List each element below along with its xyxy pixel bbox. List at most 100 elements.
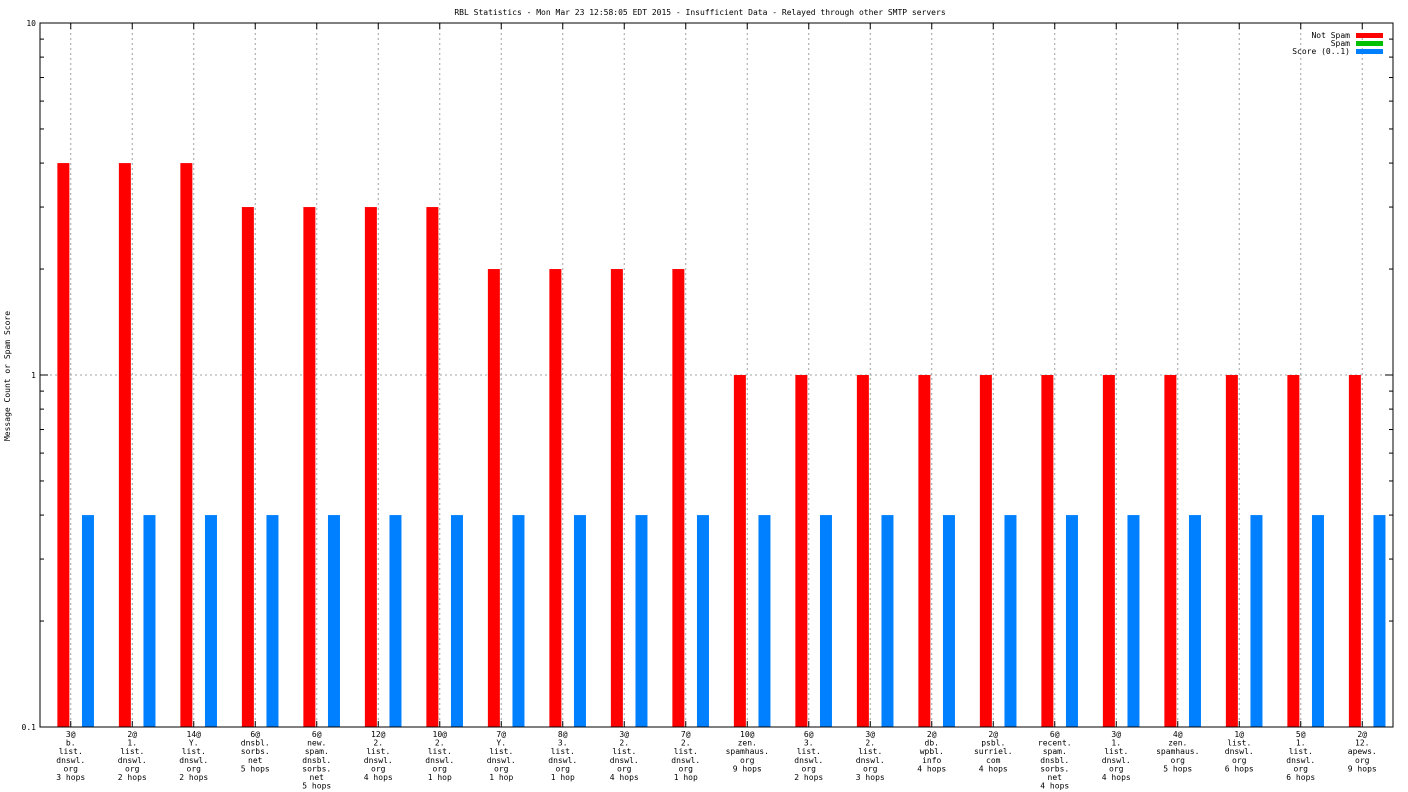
x-tick-label: 2@ 12. apews. org 9 hops [1348,730,1377,773]
x-tick-label: 8@ 3. list. dnswl. org 1 hop [548,730,577,782]
bar-not-spam-1 [118,163,131,727]
y-tick-label: 0.1 [22,723,37,732]
x-tick-label-line: list. [120,747,144,756]
x-tick-label: 3@ b. list. dnswl. org 3 hops [56,730,85,782]
bar-not-spam-4 [303,207,316,727]
x-tick-label-line: spamhaus. [1156,747,1199,756]
x-tick-label-line: 10@ [433,730,448,739]
x-tick-label-line: org [1232,756,1247,765]
bar-not-spam-15 [979,375,992,727]
x-tick-label-line: sorbs. [1040,764,1069,773]
x-tick-label: 2@ psbl. surriel. com 4 hops [974,730,1013,773]
x-tick-label-line: 4 hops [979,764,1008,773]
x-tick-label-line: 2 hops [179,773,208,782]
x-tick-label-line: list. [674,747,698,756]
x-tick-label-line: dnswl. [118,756,147,765]
x-tick-label-line: 2@ [988,730,998,739]
bar-score-0-1-12 [819,515,832,727]
y-tick-label: 1 [31,371,36,380]
chart-title: RBL Statistics - Mon Mar 23 12:58:05 EDT… [454,8,945,17]
x-tick-label-line: 1. [1296,739,1306,748]
x-tick-label-line: org [1294,764,1309,773]
x-tick-label-line: 8@ [558,730,568,739]
legend-swatch [1356,33,1383,38]
x-tick-label-line: 4 hops [1040,782,1069,791]
x-tick-label-line: org [64,764,79,773]
x-tick-label-line: zen. [738,739,757,748]
x-tick-label-line: b. [66,739,76,748]
bar-score-0-1-0 [81,515,94,727]
x-tick-label-line: list. [428,747,452,756]
bar-score-0-1-11 [758,515,771,727]
x-tick-label-line: 2. [681,739,691,748]
x-tick-label-line: 9 hops [1348,764,1377,773]
x-tick-label-line: dnsbl. [302,756,331,765]
x-tick-label-line: list. [551,747,575,756]
x-tick-label-line: 5@ [1296,730,1306,739]
bar-not-spam-16 [1041,375,1054,727]
x-tick-label-line: spamhaus. [726,747,769,756]
x-tick-label-line: 1 hop [489,773,513,782]
x-tick-label-line: list. [489,747,513,756]
x-tick-label-line: dnswl. [425,756,454,765]
x-tick-label-line: org [1355,756,1370,765]
x-tick-label: 2@ db. wpbl. info 4 hops [917,730,946,773]
bar-not-spam-11 [733,375,746,727]
x-tick-label-line: list. [1289,747,1313,756]
x-tick-label-line: info [922,756,941,765]
x-tick-label: 1@ list. dnswl. org 6 hops [1225,730,1254,773]
x-tick-label-line: Y. [496,739,506,748]
x-tick-label-line: dnswl. [364,756,393,765]
bar-not-spam-18 [1164,375,1177,727]
x-tick-label-line: 3. [558,739,568,748]
x-tick-label: 3@ 1. list. dnswl. org 4 hops [1102,730,1131,782]
x-tick-label: 2@ 1. list. dnswl. org 2 hops [118,730,147,782]
x-tick-label-line: org [433,764,448,773]
x-tick-label-line: dnswl. [610,756,639,765]
bar-not-spam-13 [856,375,869,727]
x-tick-label-line: 1 hop [674,773,698,782]
bar-score-0-1-2 [204,515,217,727]
x-tick-label-line: org [187,764,202,773]
x-tick-label-line: 6 hops [1286,773,1315,782]
x-tick-label-line: wpbl. [920,747,944,756]
x-tick-label: 12@ 2. list. dnswl. org 4 hops [364,730,393,782]
x-tick-label-line: 5 hops [241,764,270,773]
x-tick-label-line: net [1048,773,1063,782]
x-tick-label: 6@ recent. spam. dnsbl. sorbs. net 4 hops [1038,730,1072,791]
x-tick-label-line: 6@ [250,730,260,739]
bar-not-spam-7 [487,269,500,727]
legend-swatch [1356,49,1383,54]
x-tick-label-line: dnswl. [794,756,823,765]
x-tick-label-line: org [1109,764,1124,773]
x-tick-label-line: 1. [127,739,137,748]
x-tick-label-line: net [310,773,325,782]
bar-not-spam-12 [795,375,808,727]
x-tick-label-line: dnswl. [179,756,208,765]
x-tick-label-line: dnswl. [56,756,85,765]
bar-not-spam-2 [180,163,193,727]
x-tick-label-line: dnswl. [671,756,700,765]
x-tick-label-line: 5 hops [302,782,331,791]
x-tick-label-line: list. [797,747,821,756]
bar-score-0-1-1 [143,515,156,727]
bar-score-0-1-6 [450,515,463,727]
bar-not-spam-8 [549,269,562,727]
bar-score-0-1-3 [266,515,279,727]
x-tick-label-line: 3 hops [856,773,885,782]
x-tick-label: 3@ 2. list. dnswl. org 4 hops [610,730,639,782]
x-tick-label-line: 3. [804,739,814,748]
x-tick-label-line: 2@ [1357,730,1367,739]
x-tick-label-line: org [679,764,694,773]
x-tick-label-line: dnswl. [856,756,885,765]
x-tick-label-line: com [986,756,1001,765]
y-axis-label: Message Count or Spam Score [3,311,12,441]
bar-score-0-1-15 [1004,515,1017,727]
x-tick-label-line: org [494,764,509,773]
x-tick-label-line: 2. [619,739,629,748]
x-tick-label-line: 2 hops [794,773,823,782]
x-tick-label-line: 1@ [1234,730,1244,739]
x-tick-label-line: sorbs. [241,747,270,756]
x-tick-label-line: sorbs. [302,764,331,773]
